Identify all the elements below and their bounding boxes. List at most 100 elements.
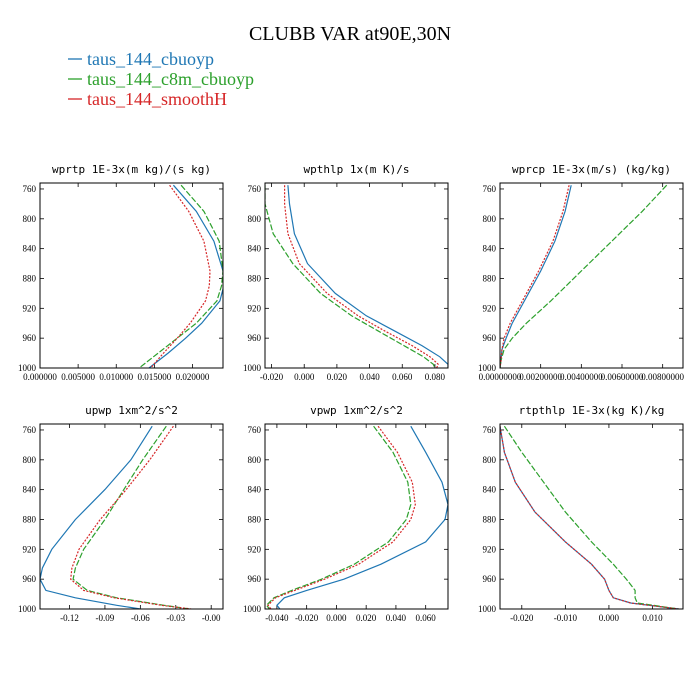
y-tick-label: 840: [248, 485, 262, 495]
y-tick-label: 920: [483, 303, 497, 313]
y-tick-label: 880: [23, 273, 37, 283]
legend-label-cbuoyp: taus_144_cbuoyp: [87, 49, 214, 69]
panel-4: upwp 1xm^2/s^2 760 800 840 880 920 960 1000 -0.1…: [18, 404, 224, 623]
series-line-taus_144_cbuoyp: [148, 184, 223, 368]
y-tick-label: 840: [483, 485, 497, 495]
x-tick-label: 0.060: [416, 613, 437, 623]
panel-5: vpwp 1xm^2/s^27608008408809209601000-0.0…: [243, 404, 449, 623]
series-line-taus_144_cbuoyp: [500, 185, 572, 368]
y-tick-label: 1000: [478, 363, 497, 373]
y-tick-label: 840: [248, 244, 262, 254]
series-line-taus_144_smoothH: [284, 185, 439, 368]
legend: taus_144_cbuoyp taus_144_c8m_cbuoyp taus…: [68, 49, 254, 109]
x-tick-label: 0.00800000: [641, 372, 684, 382]
y-tick-label: 840: [483, 244, 497, 254]
y-tick-label: 1000: [243, 604, 262, 614]
y-tick-label: 800: [23, 214, 37, 224]
series-line-taus_144_smoothH: [70, 425, 192, 609]
y-tick-label: 800: [23, 455, 37, 465]
series-line-taus_144_smoothH: [267, 425, 416, 609]
x-tick-label: 0.000: [294, 372, 315, 382]
x-tick-label: 0.040: [386, 613, 407, 623]
x-tick-label: 0.000: [599, 613, 620, 623]
y-tick-label: 1000: [18, 363, 37, 373]
x-tick-label: -0.020: [510, 613, 534, 623]
x-tick-label: 0.020: [356, 613, 377, 623]
y-tick-label: 960: [483, 574, 497, 584]
y-tick-label: 920: [248, 303, 262, 313]
legend-label-c8m-cbuoyp: taus_144_c8m_cbuoyp: [87, 69, 254, 89]
y-tick-label: 800: [483, 455, 497, 465]
panel-3: wprcp 1E-3x(m/s) (kg/kg) 760 800 840 880 920 9…: [478, 163, 685, 382]
y-tick-label: 800: [248, 455, 262, 465]
y-tick-label: 760: [23, 425, 37, 435]
panel-title: vpwp 1xm^2/s^2: [310, 404, 403, 417]
y-tick-label: 1000: [18, 604, 37, 614]
series-line-taus_144_smoothH: [500, 426, 679, 609]
x-tick-label: 0.010: [642, 613, 663, 623]
y-tick-label: 760: [23, 184, 37, 194]
y-tick-label: 840: [23, 485, 37, 495]
plot-frame: [264, 182, 449, 369]
y-tick-label: 760: [483, 425, 497, 435]
series-line-taus_144_c8m_cbuoyp: [72, 425, 190, 609]
x-tick-label: 0.010000: [99, 372, 133, 382]
x-tick-label: 0.040: [359, 372, 380, 382]
panel-title: wpthlp 1x(m K)/s: [304, 163, 410, 176]
y-tick-label: 960: [248, 333, 262, 343]
x-tick-label: -0.020: [260, 372, 284, 382]
series-line-taus_144_smoothH: [150, 184, 211, 368]
x-tick-label: 0.000: [326, 613, 347, 623]
y-tick-label: 960: [23, 333, 37, 343]
series-line-taus_144_smoothH: [500, 185, 570, 368]
series-line-taus_144_cbuoyp: [276, 425, 448, 609]
y-tick-label: 880: [248, 514, 262, 524]
panel-1: wprtp 1E-3x(m kg)/(s kg) 760 800 840 880 920 9…: [18, 163, 224, 382]
x-tick-label: -0.040: [265, 613, 289, 623]
y-tick-label: 920: [483, 544, 497, 554]
y-tick-label: 760: [248, 425, 262, 435]
y-tick-label: 800: [248, 214, 262, 224]
plot-frame: [39, 423, 224, 610]
y-tick-label: 920: [23, 544, 37, 554]
x-tick-label: -0.03: [166, 613, 185, 623]
series-line-taus_144_c8m_cbuoyp: [265, 185, 436, 368]
x-tick-label: 0.015000: [138, 372, 172, 382]
y-tick-label: 880: [483, 514, 497, 524]
x-tick-label: 0.020000: [176, 372, 210, 382]
y-tick-label: 840: [23, 244, 37, 254]
x-tick-label: -0.12: [60, 613, 79, 623]
x-tick-label: -0.020: [295, 613, 319, 623]
x-tick-label: 0.080: [425, 372, 446, 382]
y-tick-label: 800: [483, 214, 497, 224]
series-line-taus_144_c8m_cbuoyp: [503, 425, 679, 609]
x-tick-label: 0.00400000: [560, 372, 603, 382]
plot-frame: [499, 182, 684, 369]
series-line-taus_144_c8m_cbuoyp: [265, 425, 412, 609]
panel-title: rtpthlp 1E-3x(kg K)/kg: [519, 404, 665, 417]
x-tick-label: -0.00: [202, 613, 221, 623]
panel-6: rtpthlp 1E-3x(kg K)/kg 760 800 840 880 920 960…: [478, 404, 684, 623]
y-tick-label: 880: [483, 273, 497, 283]
y-tick-label: 1000: [478, 604, 497, 614]
panel-2: wpthlp 1x(m K)/s 760 800 840 880 920 960 1000-0…: [243, 163, 449, 382]
x-tick-label: 0.060: [392, 372, 413, 382]
panel-title: upwp 1xm^2/s^2: [85, 404, 178, 417]
legend-label-smoothh: taus_144_smoothH: [87, 89, 227, 109]
plot-frame: [39, 182, 224, 369]
y-tick-label: 880: [23, 514, 37, 524]
x-tick-label: -0.09: [96, 613, 115, 623]
y-tick-label: 1000: [243, 363, 262, 373]
panel-title: wprtp 1E-3x(m kg)/(s kg): [52, 163, 211, 176]
figure-title: CLUBB VAR at90E,30N: [249, 23, 451, 45]
plot-frame: [499, 423, 684, 610]
panels: wprtp 1E-3x(m kg)/(s kg) 760 800 840 880 920 9…: [18, 163, 685, 623]
series-line-taus_144_cbuoyp: [500, 426, 679, 609]
x-tick-label: 0.00000000: [479, 372, 522, 382]
plot-frame: [264, 423, 449, 610]
y-tick-label: 920: [248, 544, 262, 554]
series-line-taus_144_cbuoyp: [40, 425, 153, 609]
x-tick-label: 0.020: [327, 372, 348, 382]
x-tick-label: 0.000000: [23, 372, 57, 382]
